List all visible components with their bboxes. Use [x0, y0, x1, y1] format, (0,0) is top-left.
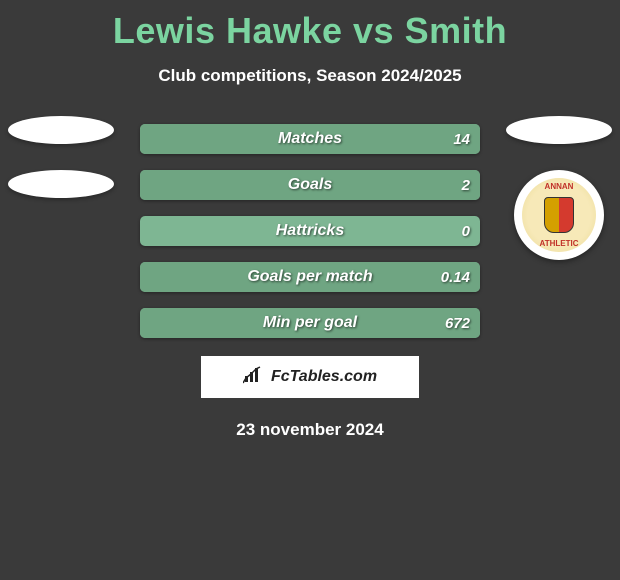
- brand-attribution: FcTables.com: [201, 356, 419, 398]
- club-badge-ellipse: [8, 116, 114, 144]
- club-crest-annan: ANNAN ATHLETIC: [514, 170, 604, 260]
- brand-text: FcTables.com: [271, 368, 377, 386]
- chart-bars-icon: [243, 366, 265, 389]
- stat-bar: Matches14: [140, 124, 480, 154]
- stat-value: 0: [462, 223, 470, 240]
- stat-label: Matches: [140, 130, 480, 148]
- club-badge-ellipse: [506, 116, 612, 144]
- page-title: Lewis Hawke vs Smith: [0, 0, 620, 52]
- right-player-badges: ANNAN ATHLETIC: [506, 116, 612, 260]
- stat-value: 14: [453, 131, 470, 148]
- stat-label: Goals: [140, 176, 480, 194]
- stat-bar: Min per goal672: [140, 308, 480, 338]
- comparison-chart: ANNAN ATHLETIC Matches14Goals2Hattricks0…: [0, 124, 620, 338]
- stat-label: Hattricks: [140, 222, 480, 240]
- snapshot-date: 23 november 2024: [0, 420, 620, 440]
- stat-value: 2: [462, 177, 470, 194]
- crest-name: ANNAN: [522, 182, 596, 191]
- stat-value: 672: [445, 315, 470, 332]
- club-badge-ellipse: [8, 170, 114, 198]
- stat-label: Goals per match: [140, 268, 480, 286]
- stat-bar: Goals2: [140, 170, 480, 200]
- stat-bars: Matches14 Goals2 Hattricks0 Goals per match…: [140, 124, 480, 338]
- page-subtitle: Club competitions, Season 2024/2025: [0, 66, 620, 86]
- left-player-badges: [8, 116, 114, 224]
- stat-value: 0.14: [441, 269, 470, 286]
- crest-subname: ATHLETIC: [522, 239, 596, 248]
- shield-icon: [544, 197, 574, 233]
- stat-bar: Hattricks0: [140, 216, 480, 246]
- stat-label: Min per goal: [140, 314, 480, 332]
- stat-bar: Goals per match0.14: [140, 262, 480, 292]
